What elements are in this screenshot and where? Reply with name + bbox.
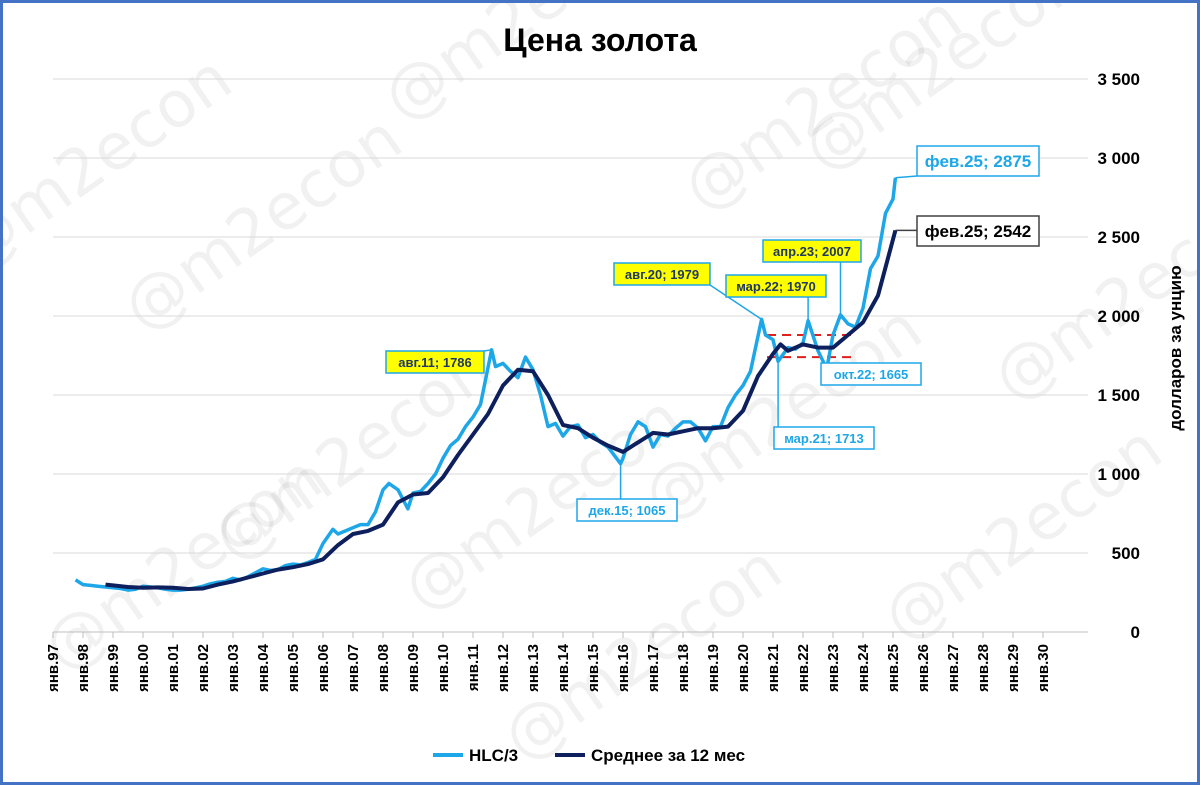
x-tick-label: янв.12 [495,644,512,692]
annotation-callouts: авг.11; 1786 дек.15; 1065 авг.20; 1979 мар.… [385,145,1040,522]
annotation-box [725,274,827,298]
y-axis-ticks: 0 500 1 000 1 500 2 000 2 500 3 000 3 500 [1097,70,1140,642]
annotation-label: апр.23; 2007 [773,244,851,259]
y-axis-label: долларов за унцию [1166,265,1185,430]
x-tick-label: янв.28 [975,644,992,692]
x-tick-label: янв.08 [375,644,392,692]
y-tick-label: 500 [1112,544,1140,563]
x-tick-label: янв.27 [945,644,962,692]
x-tick-label: янв.17 [645,644,662,692]
x-tick-label: янв.98 [75,644,92,692]
x-tick-label: янв.20 [735,644,752,692]
x-tick-label: янв.16 [615,644,632,692]
x-tick-label: янв.23 [825,644,842,692]
y-tick-label: 2 000 [1097,307,1140,326]
x-tick-label: янв.05 [285,644,302,692]
annotation-box [820,362,922,386]
x-tick-label: янв.00 [135,644,152,692]
annotation-label: авг.20; 1979 [625,267,699,282]
annotation-box [576,498,678,522]
series-lines [74,177,898,592]
x-tick-label: янв.02 [195,644,212,692]
series-line-12m-average [105,229,898,591]
y-tick-label: 1 500 [1097,386,1140,405]
x-axis: янв.97 янв.98 янв.99 янв.00 янв.01 янв.02 янв.… [45,631,1088,692]
annotation-leader-line [895,175,918,179]
annotation-box [916,145,1040,177]
y-tick-label: 0 [1131,623,1140,642]
gold-price-chart: @m2econ@m2econ@m2econ@m2econ@m2econ@m2ec… [3,3,1197,776]
annotation-box [613,262,711,286]
x-tick-label: янв.21 [765,644,782,692]
y-tick-label: 2 500 [1097,228,1140,247]
annotation-box [385,350,485,374]
x-tick-label: янв.25 [885,644,902,692]
annotation-label: дек.15; 1065 [589,503,666,518]
annotation-leader-line [709,284,763,320]
annotation-box [762,239,862,263]
x-tick-label: янв.04 [255,643,272,692]
x-tick-label: янв.07 [345,644,362,692]
y-tick-label: 3 000 [1097,149,1140,168]
series-line-hlc3 [74,177,898,592]
x-tick-label: янв.97 [45,644,62,692]
annotation-box [916,215,1040,247]
watermark-text: @m2econ [870,411,1176,656]
x-tick-label: янв.01 [165,644,182,692]
x-tick-label: янв.03 [225,644,242,692]
legend-label-hlc3: HLC/3 [469,746,518,765]
x-tick-label: янв.29 [1005,644,1022,692]
annotation-label: окт.22; 1665 [834,367,909,382]
x-tick-label: янв.26 [915,644,932,692]
y-tick-label: 3 500 [1097,70,1140,89]
x-tick-label: янв.13 [525,644,542,692]
x-tick-label: янв.30 [1035,644,1052,692]
x-tick-label: янв.18 [675,644,692,692]
annotation-label: мар.21; 1713 [784,431,864,446]
legend-label-average: Среднее за 12 мес [591,746,745,765]
legend: HLC/3 Среднее за 12 мес [433,746,745,765]
annotation-leader-line [483,349,492,352]
x-tick-label: янв.15 [585,644,602,692]
annotation-label: фев.25; 2542 [925,222,1031,241]
x-tick-label: янв.06 [315,644,332,692]
annotation-box [773,426,875,450]
x-tick-label: янв.11 [465,644,482,691]
x-tick-label: янв.14 [555,643,572,692]
x-tick-label: янв.10 [435,644,452,692]
y-tick-label: 1 000 [1097,465,1140,484]
annotation-label: фев.25; 2875 [925,152,1031,171]
x-tick-label: янв.99 [105,644,122,692]
x-tick-label: янв.22 [795,644,812,692]
annotation-label: авг.11; 1786 [398,355,472,370]
x-tick-label: янв.19 [705,644,722,692]
x-tick-label: янв.24 [855,643,872,692]
watermark-text: @m2econ [980,171,1197,416]
chart-title: Цена золота [503,22,697,58]
x-tick-label: янв.09 [405,644,422,692]
annotation-label: мар.22; 1970 [736,279,816,294]
